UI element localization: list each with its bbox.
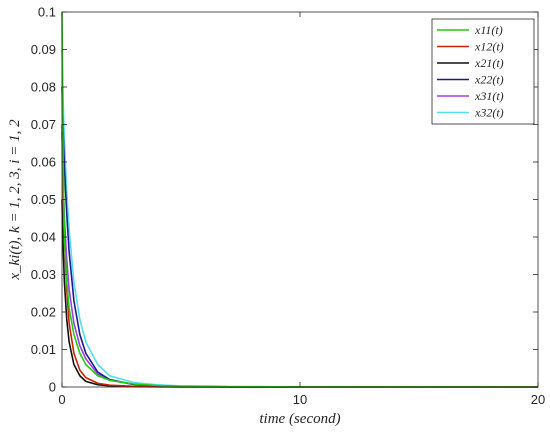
y-tick-label: 0.05 (31, 192, 56, 207)
y-tick-label: 0.04 (31, 230, 56, 245)
legend-entry: x31(t) (474, 89, 504, 103)
legend-entry: x12(t) (474, 40, 504, 54)
x-axis-label: time (second) (259, 411, 340, 427)
legend-box (431, 18, 535, 125)
legend: x11(t) x12(t) x21(t) x22(t) x31(t) x32(t) (431, 18, 535, 125)
axes: 0 10 20 0 0.01 0.02 0.03 0.04 0.05 0.06 0.07 0.08 0.… (31, 5, 546, 408)
y-tick-label: 0.09 (31, 42, 56, 57)
x-tick-label: 10 (293, 392, 307, 407)
legend-entry: x21(t) (474, 56, 504, 70)
legend-entry: x22(t) (474, 73, 504, 87)
y-axis-label: x_ki(t), k = 1, 2, 3, i = 1, 2 (7, 119, 23, 281)
y-tick-label: 0.02 (31, 305, 56, 320)
x-tick-label: 20 (531, 392, 545, 407)
y-tick-label: 0.07 (31, 117, 56, 132)
y-tick-label: 0 (49, 380, 56, 395)
legend-entry: x11(t) (474, 23, 503, 37)
y-tick-label: 0.06 (31, 155, 56, 170)
x-tick-label: 0 (58, 392, 65, 407)
legend-entry: x32(t) (474, 106, 504, 120)
y-tick-label: 0.03 (31, 267, 56, 282)
y-tick-label: 0.08 (31, 80, 56, 95)
y-tick-label: 0.1 (38, 5, 56, 20)
y-tick-label: 0.01 (31, 342, 56, 357)
